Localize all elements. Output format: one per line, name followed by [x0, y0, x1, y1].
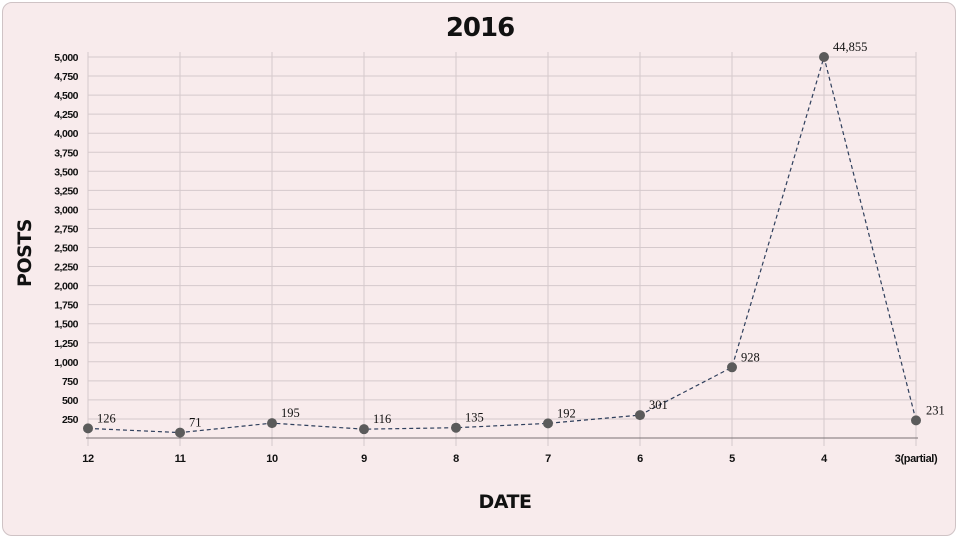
y-tick-label: 750: [62, 376, 79, 388]
data-label: 44,855: [833, 40, 867, 54]
x-tick-label: 4: [821, 453, 828, 465]
y-tick-label: 1,500: [54, 319, 78, 331]
y-tick-label: 3,000: [54, 204, 78, 216]
tick-labels: 250 500 750 1,000 1,250 1,500 1,750 2,000 2,250 2…: [54, 52, 938, 465]
y-tick-label: 4,500: [54, 90, 78, 102]
x-tick-label: 8: [453, 453, 459, 465]
data-point: [83, 423, 93, 434]
y-axis-title: POSTS: [14, 219, 36, 287]
series-line: [87, 54, 917, 434]
x-tick-label: 9: [361, 453, 367, 465]
y-tick-label: 5,000: [54, 52, 78, 64]
y-tick-label: 1,750: [54, 300, 78, 312]
y-tick-label: 3,500: [54, 166, 78, 178]
data-label: 231: [926, 403, 945, 417]
y-tick-label: 2,000: [54, 281, 78, 293]
data-labels: 126 71 195 116 135 192 301 928 44,855 231: [97, 40, 945, 430]
x-tick-label: 6: [637, 453, 643, 465]
data-point: [175, 427, 185, 438]
data-label: 192: [557, 406, 576, 420]
data-label: 301: [649, 398, 668, 412]
data-point: [819, 52, 829, 62]
x-tick-label: 5: [729, 453, 735, 465]
x-tick-label: 7: [545, 453, 551, 465]
data-point: [635, 410, 645, 421]
y-tick-label: 3,750: [54, 147, 78, 159]
x-tick-label: 11: [175, 453, 186, 465]
y-tick-label: 500: [62, 395, 79, 407]
data-label: 195: [281, 406, 300, 420]
y-tick-label: 250: [62, 414, 79, 426]
series-line-group: [83, 52, 921, 438]
x-tick-label: 10: [266, 453, 278, 465]
y-tick-label: 4,750: [54, 71, 78, 83]
x-tick-label: 12: [82, 453, 94, 465]
y-tick-label: 2,750: [54, 223, 78, 235]
data-point: [267, 418, 277, 429]
data-label: 135: [465, 411, 484, 425]
y-tick-label: 4,250: [54, 109, 78, 121]
data-label: 928: [741, 350, 760, 364]
data-label: 126: [97, 411, 116, 425]
data-point: [727, 362, 737, 373]
chart-title: 2016: [446, 13, 514, 43]
data-label: 71: [189, 416, 202, 430]
y-tick-label: 2,500: [54, 243, 78, 255]
y-tick-label: 2,250: [54, 262, 78, 274]
y-tick-label: 4,000: [54, 128, 78, 140]
y-tick-label: 1,000: [54, 357, 78, 369]
data-point: [359, 424, 369, 435]
y-tick-label: 1,250: [54, 338, 78, 350]
data-label: 116: [373, 412, 391, 426]
data-point: [911, 415, 921, 426]
x-tick-label: 3(partial): [895, 453, 938, 465]
data-point: [543, 418, 553, 429]
grid-lines: [87, 52, 917, 446]
y-tick-label: 3,250: [54, 185, 78, 197]
x-axis-title: DATE: [479, 491, 532, 513]
data-point: [451, 422, 461, 433]
